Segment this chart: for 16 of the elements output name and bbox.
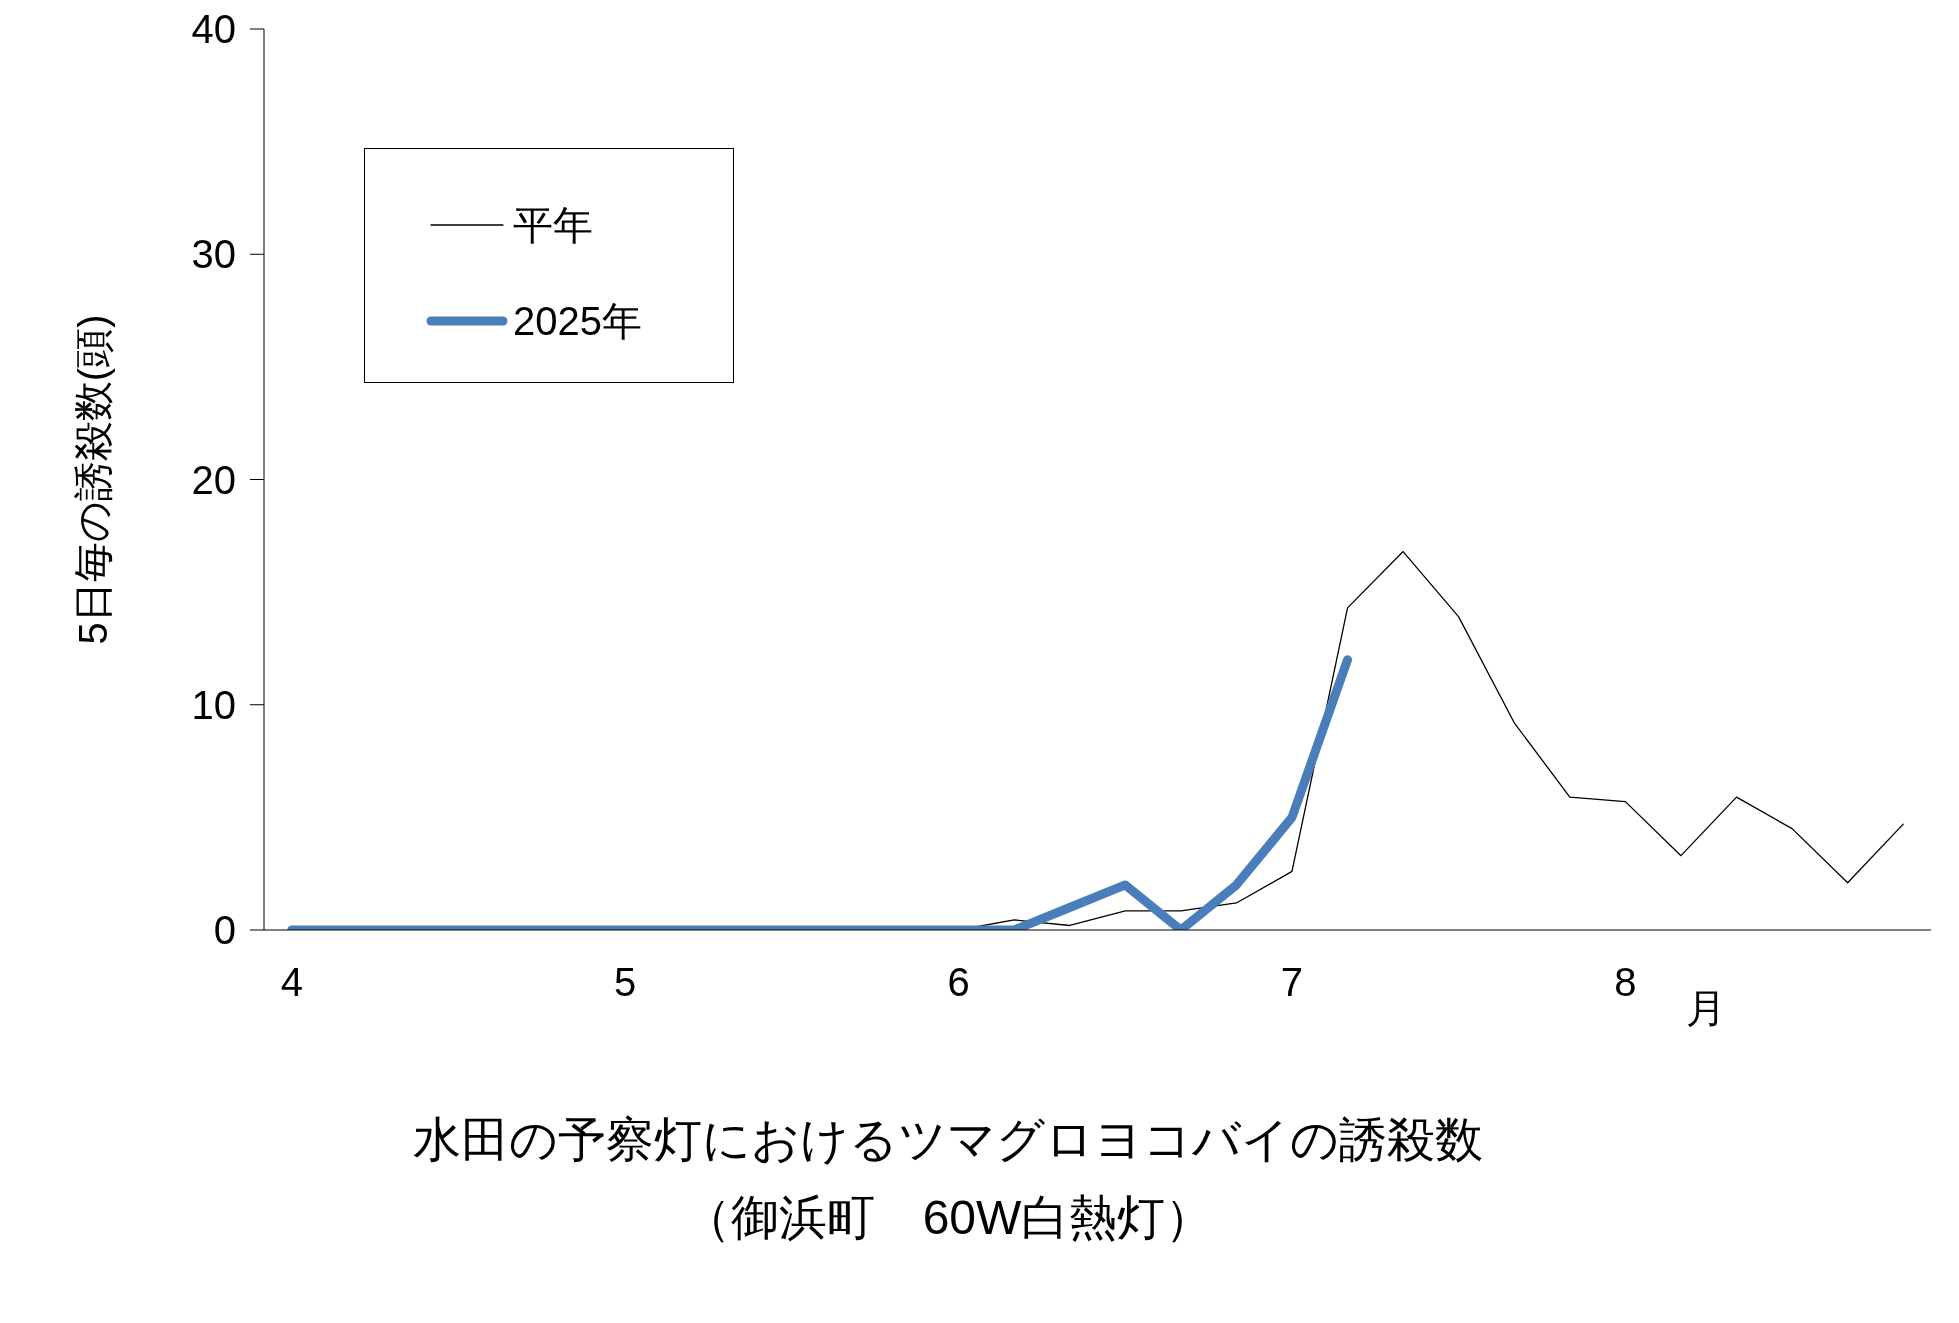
legend-label: 2025年 <box>513 297 642 345</box>
x-tick-label: 6 <box>947 960 970 1005</box>
y-tick-label: 10 <box>191 682 236 727</box>
x-axis-title: 月 <box>1685 986 1726 1030</box>
text: 水田の予察灯におけるツマグロヨコバイの誘殺数 <box>412 1112 1484 1168</box>
text: （御浜町 60W白熱灯） <box>681 1190 1215 1246</box>
y-tick-label: 30 <box>191 232 236 277</box>
x-tick-label: 4 <box>280 960 303 1005</box>
x-tick-label: 7 <box>1280 960 1304 1005</box>
x-tick-label: 8 <box>1614 960 1637 1005</box>
y-tick-label: 0 <box>213 908 236 953</box>
y-tick-label: 20 <box>191 457 236 502</box>
y-axis-title: 5日毎の誘殺数(頭) <box>71 314 115 645</box>
legend-label: 平年 <box>513 201 593 249</box>
x-tick-label: 5 <box>614 960 637 1005</box>
y-tick-label: 40 <box>191 7 236 52</box>
